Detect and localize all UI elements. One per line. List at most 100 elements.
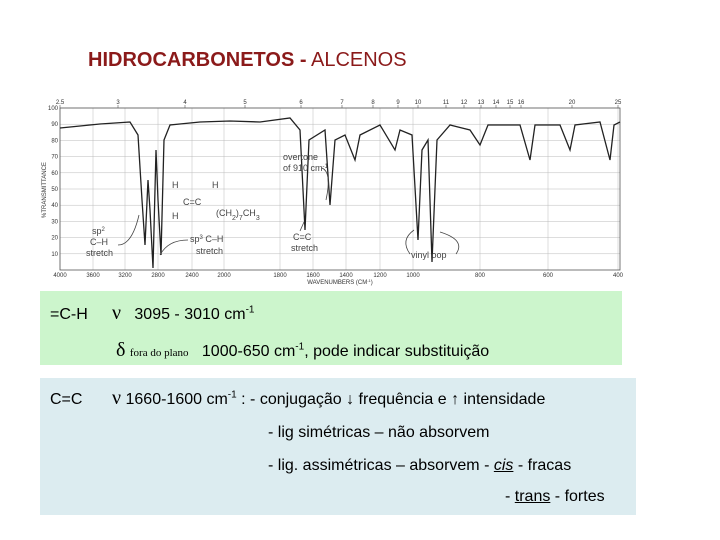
x-tick-label: 3600 bbox=[86, 273, 100, 279]
spectrum-bg bbox=[40, 98, 630, 284]
chain-sub: 2 bbox=[232, 215, 236, 222]
vinyl-label: vinyl oop bbox=[411, 250, 447, 260]
x-label-sup: -1 bbox=[367, 278, 371, 283]
y-tick-label: 70 bbox=[51, 155, 58, 161]
x-tick-label: 1600 bbox=[306, 273, 320, 279]
top-tick-label: 20 bbox=[569, 100, 576, 106]
structure-core: C=C bbox=[183, 197, 202, 207]
sp2-label: sp2 bbox=[92, 226, 106, 236]
y-tick-label: 50 bbox=[51, 187, 58, 193]
sp2-sup: 2 bbox=[102, 227, 106, 233]
text: 3095 - 3010 cm bbox=[134, 306, 246, 323]
plot-frame bbox=[59, 107, 621, 271]
top-tick-label: 3 bbox=[116, 100, 120, 106]
text: - fortes bbox=[550, 488, 605, 505]
chain-part: (CH bbox=[216, 208, 232, 218]
y-tick-label: 90 bbox=[51, 122, 58, 128]
overtone-label: overtone bbox=[283, 152, 318, 162]
y-tick-label: 30 bbox=[51, 219, 58, 225]
chain-sub: 3 bbox=[256, 215, 260, 222]
subscript: fora do plano bbox=[129, 347, 189, 359]
arrow bbox=[321, 167, 329, 201]
y-tick-label: 100 bbox=[48, 106, 59, 112]
cc-stretch-label: C=C bbox=[293, 232, 312, 242]
cc-line: - trans - fortes bbox=[505, 488, 605, 506]
cc-line: - lig simétricas – não absorvem bbox=[268, 424, 490, 441]
x-tick-label: 2800 bbox=[151, 273, 165, 279]
ch-bend: δ fora do plano 1000-650 cm-1, pode indi… bbox=[116, 339, 489, 362]
text: 1000-650 cm bbox=[201, 343, 296, 360]
cc-stretch-label: stretch bbox=[291, 243, 318, 253]
x-tick-label: 4000 bbox=[53, 273, 67, 279]
arrow bbox=[405, 229, 460, 255]
top-tick-label: 8 bbox=[371, 100, 375, 106]
x-tick-label: 1800 bbox=[273, 273, 287, 279]
cc-line: ν 1660-1600 cm-1 : - conjugação ↓ frequê… bbox=[112, 387, 545, 410]
arrow-up: ↑ bbox=[451, 391, 460, 408]
arrow bbox=[299, 221, 305, 232]
y-tick-label: 80 bbox=[51, 138, 58, 144]
cc-line: - lig. assimétricas – absorvem - cis - f… bbox=[268, 457, 571, 475]
text: , pode indicar substituição bbox=[304, 343, 490, 360]
arrow bbox=[117, 214, 140, 246]
x-tick-label: 2000 bbox=[217, 273, 231, 279]
x-tick-label: 1000 bbox=[406, 273, 420, 279]
x-label-text: WAVENUMBERS (CM bbox=[307, 280, 367, 286]
arrow bbox=[159, 239, 189, 256]
chain-part: ) bbox=[236, 208, 239, 218]
title-bold: HIDROCARBONETOS - bbox=[88, 49, 307, 71]
x-label-end: ) bbox=[371, 280, 373, 286]
y-axis-label: %TRANSMITTANCE bbox=[42, 162, 48, 218]
ir-spectrum: %TRANSMITTANCE WAVENUMBERS (CM-1) overto… bbox=[40, 98, 630, 287]
slide-title: HIDROCARBONETOS - ALCENOS bbox=[88, 49, 407, 72]
text: - fracas bbox=[513, 457, 572, 474]
x-tick-label: 1400 bbox=[339, 273, 353, 279]
top-tick-label: 6 bbox=[299, 100, 303, 106]
structure-h: H bbox=[172, 180, 179, 190]
grid bbox=[59, 107, 620, 270]
sp3-label: stretch bbox=[196, 246, 223, 256]
x-tick-label: 400 bbox=[613, 273, 624, 279]
text: : - conjugação bbox=[236, 391, 347, 408]
ch-stretch: ν 3095 - 3010 cm-1 bbox=[112, 302, 254, 325]
top-tick-label: 7 bbox=[340, 100, 344, 106]
structure-h: H bbox=[172, 211, 179, 221]
sup: -1 bbox=[227, 389, 237, 401]
overtone-text: of 910 cm bbox=[283, 163, 323, 173]
sup: -1 bbox=[295, 341, 305, 353]
overtone-label: of 910 cm-1 bbox=[283, 163, 329, 173]
cc-box bbox=[40, 378, 636, 515]
sp3-label: sp3 C–H bbox=[190, 234, 223, 244]
x-axis-label: WAVENUMBERS (CM-1) bbox=[307, 278, 373, 287]
text: frequência e bbox=[354, 391, 452, 408]
y-tick-label: 40 bbox=[51, 203, 58, 209]
sp3-rest: C–H bbox=[203, 234, 224, 244]
spectrum-curve bbox=[59, 117, 621, 269]
top-tick-label: 10 bbox=[415, 100, 422, 106]
trans: trans bbox=[514, 488, 551, 505]
sp2-label: C–H bbox=[90, 237, 108, 247]
top-tick-label: 5 bbox=[243, 100, 247, 106]
chain-part: CH bbox=[243, 208, 256, 218]
top-tick-label: 16 bbox=[518, 100, 525, 106]
x-tick-label: 3200 bbox=[118, 273, 132, 279]
ch-label: =C-H bbox=[50, 306, 88, 323]
top-tick-label: 25 bbox=[615, 100, 622, 106]
arrow-down: ↓ bbox=[346, 391, 355, 408]
text: 1660-1600 cm bbox=[125, 391, 228, 408]
top-tick-label: 13 bbox=[478, 100, 485, 106]
top-tick-label: 14 bbox=[493, 100, 500, 106]
text: - bbox=[505, 488, 515, 505]
x-tick-label: 600 bbox=[543, 273, 554, 279]
top-tick-label: 9 bbox=[396, 100, 400, 106]
sp3-sup: 3 bbox=[200, 235, 204, 241]
top-tick-label: 4 bbox=[183, 100, 187, 106]
text: intensidade bbox=[459, 391, 546, 408]
y-tick-label: 20 bbox=[51, 236, 58, 242]
top-tick-label: 11 bbox=[443, 100, 450, 106]
ch-box bbox=[40, 291, 622, 365]
y-tick-label: 10 bbox=[51, 252, 58, 258]
sup: -1 bbox=[245, 304, 255, 316]
x-tick-label: 2400 bbox=[185, 273, 199, 279]
